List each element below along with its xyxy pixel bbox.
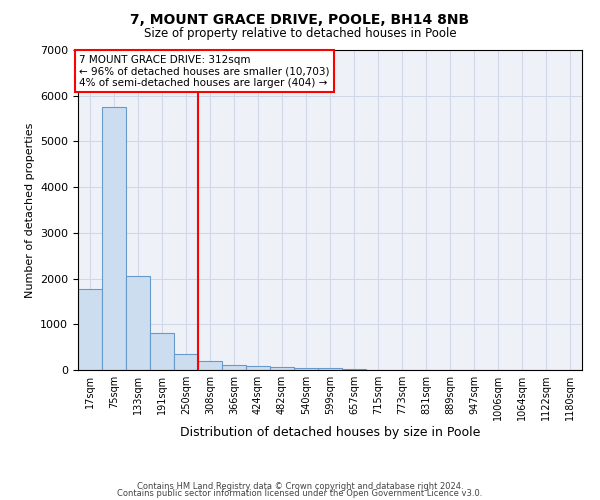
Bar — [270, 368, 294, 370]
Bar — [246, 366, 270, 370]
Text: 7, MOUNT GRACE DRIVE, POOLE, BH14 8NB: 7, MOUNT GRACE DRIVE, POOLE, BH14 8NB — [130, 12, 470, 26]
Bar — [174, 354, 198, 370]
Y-axis label: Number of detached properties: Number of detached properties — [25, 122, 35, 298]
Bar — [318, 368, 342, 370]
Bar — [342, 368, 366, 370]
Text: Contains HM Land Registry data © Crown copyright and database right 2024.: Contains HM Land Registry data © Crown c… — [137, 482, 463, 491]
Bar — [102, 107, 126, 370]
Bar — [198, 362, 222, 370]
X-axis label: Distribution of detached houses by size in Poole: Distribution of detached houses by size … — [180, 426, 480, 439]
Text: 7 MOUNT GRACE DRIVE: 312sqm
← 96% of detached houses are smaller (10,703)
4% of : 7 MOUNT GRACE DRIVE: 312sqm ← 96% of det… — [79, 54, 330, 88]
Bar — [78, 288, 102, 370]
Bar — [126, 276, 150, 370]
Bar — [294, 368, 318, 370]
Bar — [150, 333, 174, 370]
Text: Size of property relative to detached houses in Poole: Size of property relative to detached ho… — [143, 28, 457, 40]
Bar — [222, 365, 246, 370]
Text: Contains public sector information licensed under the Open Government Licence v3: Contains public sector information licen… — [118, 490, 482, 498]
